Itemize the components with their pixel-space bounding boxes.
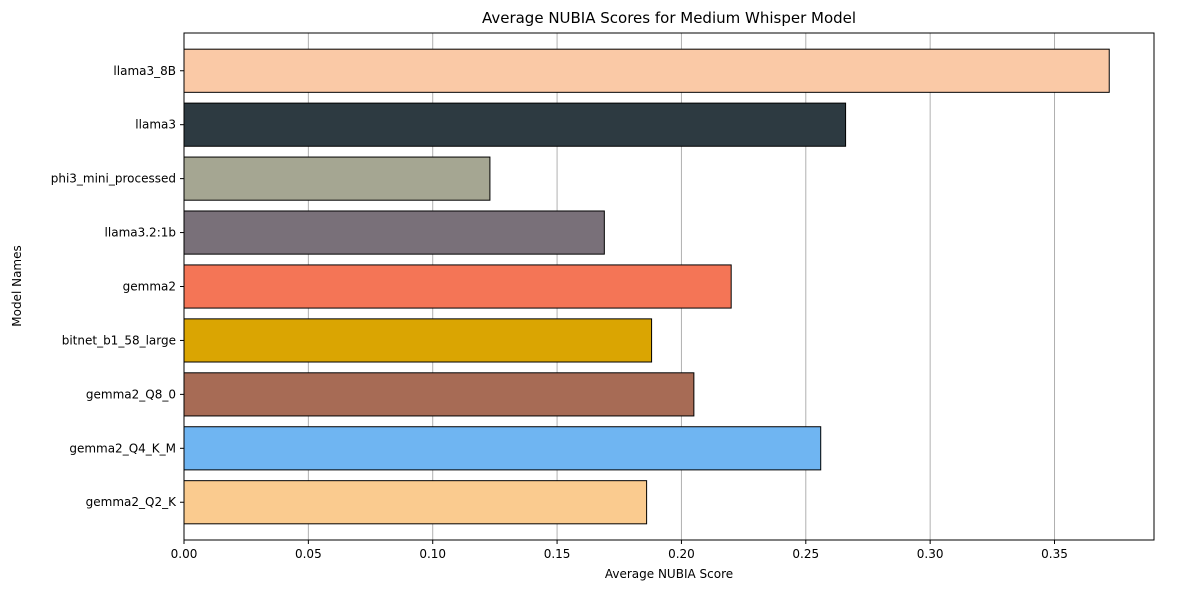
bar-llama3.2:1b [183, 210, 605, 255]
x-tick-label: 0.10 [419, 547, 446, 561]
y-tick-label: llama3_8B [113, 64, 176, 78]
x-tick-label: 0.25 [792, 547, 819, 561]
bar-gemma2 [183, 264, 732, 309]
bar-bitnet_b1_58_large [183, 318, 653, 363]
x-tick-label: 0.20 [668, 547, 695, 561]
x-tick-label: 0.05 [295, 547, 322, 561]
x-axis-label: Average NUBIA Score [605, 567, 733, 581]
y-tick-label: llama3 [135, 118, 176, 132]
x-tick-label: 0.35 [1041, 547, 1068, 561]
chart-title: Average NUBIA Scores for Medium Whisper … [482, 9, 856, 27]
x-tick-label: 0.00 [171, 547, 198, 561]
y-tick-label: gemma2_Q4_K_M [69, 441, 176, 455]
bar-gemma2_Q4_K_M [183, 426, 822, 471]
y-tick-label: llama3.2:1b [105, 226, 176, 240]
bars [183, 48, 1110, 525]
x-tick-label: 0.15 [544, 547, 571, 561]
y-axis-ticks: llama3_8B llama3 phi3_mini_processed llama3… [51, 64, 184, 509]
x-tick-label: 0.30 [917, 547, 944, 561]
y-tick-label: gemma2 [123, 280, 176, 294]
y-tick-label: bitnet_b1_58_large [62, 333, 176, 347]
bar-llama3 [183, 102, 847, 147]
bar-llama3_8B [183, 48, 1110, 93]
y-tick-label: gemma2_Q8_0 [86, 387, 176, 401]
y-axis-label: Model Names [10, 245, 24, 327]
bar-gemma2_Q8_0 [183, 372, 695, 417]
y-tick-label: gemma2_Q2_K [86, 495, 177, 509]
x-axis-ticks: 0.00 0.05 0.10 0.15 0.20 0.25 0.30 0.35 [171, 540, 1068, 561]
bar-phi3_mini_processed [183, 156, 491, 201]
y-tick-label: phi3_mini_processed [51, 172, 176, 186]
bar-gemma2_Q2_K [183, 480, 648, 525]
